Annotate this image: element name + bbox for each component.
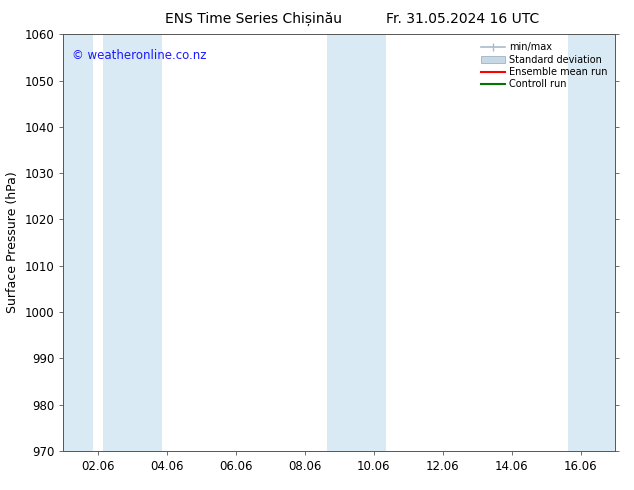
Legend: min/max, Standard deviation, Ensemble mean run, Controll run: min/max, Standard deviation, Ensemble me…: [477, 39, 610, 92]
Text: ENS Time Series Chișinău: ENS Time Series Chișinău: [165, 12, 342, 26]
Bar: [103, 34, 162, 451]
Text: © weatheronline.co.nz: © weatheronline.co.nz: [72, 49, 206, 62]
Bar: [327, 34, 385, 451]
Y-axis label: Surface Pressure (hPa): Surface Pressure (hPa): [6, 172, 19, 314]
Bar: [569, 34, 615, 451]
Text: Fr. 31.05.2024 16 UTC: Fr. 31.05.2024 16 UTC: [386, 12, 540, 26]
Bar: [63, 34, 93, 451]
